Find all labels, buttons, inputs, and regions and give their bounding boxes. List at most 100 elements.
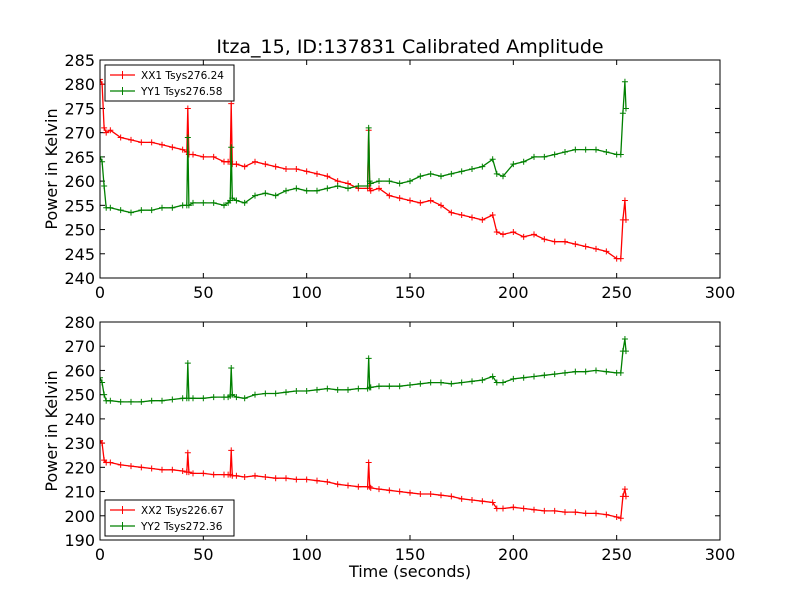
data-point [386,383,393,390]
data-point [228,447,235,454]
data-point [117,398,124,405]
data-point [541,153,548,160]
data-point [438,173,444,180]
y-tick-label: 240 [64,410,95,429]
data-point [367,180,374,187]
data-point [283,475,289,482]
data-point [551,371,558,378]
data-point [314,477,320,484]
data-point [458,495,465,502]
chart-title: Itza_15, ID:137831 Calibrated Amplitude [216,36,603,58]
data-point [603,248,610,255]
data-point [376,178,382,185]
y-tick-label: 250 [64,221,95,240]
data-point [493,505,500,512]
data-point [364,182,371,189]
data-point [520,505,527,512]
data-point [427,197,434,204]
data-point [179,146,186,153]
data-point [179,467,186,474]
data-point [367,384,374,391]
y-tick-label: 190 [64,531,95,550]
data-point [458,168,465,175]
data-point [293,388,300,395]
data-point [386,178,393,185]
data-point [469,497,475,504]
data-point [101,391,108,398]
data-point [210,471,217,478]
data-point [617,515,624,522]
data-point [252,472,258,479]
data-point [541,507,548,514]
data-point [272,163,279,170]
data-point [493,170,500,177]
data-point [138,464,145,471]
data-point [572,368,579,375]
x-tick-label: 50 [193,545,213,564]
data-point [241,163,248,170]
data-point [190,395,196,402]
y-tick-label: 255 [64,196,95,215]
data-point [582,368,589,375]
axes-frame [99,321,721,541]
data-point [479,498,486,505]
data-point [169,466,176,473]
data-point [489,156,496,163]
data-point [562,149,568,156]
data-point [551,151,558,158]
y-tick-label: 280 [64,313,95,332]
data-point [562,509,568,516]
data-point [593,510,599,517]
data-point [621,78,628,85]
legend-marker [118,506,127,514]
data-point [438,379,444,386]
legend-label: XX2 Tsys226.67 [141,505,224,517]
data-point [469,166,475,172]
data-point [438,492,444,499]
data-point [617,369,624,376]
y-tick-label: 260 [64,361,95,380]
data-point [603,368,610,375]
data-point [283,389,289,396]
data-point [303,187,310,194]
data-point [184,105,191,112]
data-point [593,245,599,252]
data-point [228,144,235,151]
data-point [489,499,496,506]
data-point [448,209,455,216]
data-point [107,127,114,134]
legend-box [104,64,235,102]
data-point [593,367,599,374]
data-point [252,192,258,199]
data-point [396,488,403,495]
data-point [100,374,103,381]
axes-frame [99,59,721,279]
data-point [622,105,629,112]
data-point [593,146,599,153]
data-point [169,144,176,151]
data-point [541,372,548,379]
data-point [159,204,165,211]
data-point [613,513,620,520]
data-point [303,388,310,395]
data-point [185,202,192,209]
data-point [458,379,465,386]
data-point [448,170,455,177]
y-tick-label: 275 [64,99,95,118]
data-point [107,204,114,211]
data-point [210,394,217,401]
data-point [396,180,403,187]
data-point [396,383,403,390]
data-point [541,236,548,243]
data-point [200,199,207,206]
x-tick-label: 250 [601,545,632,564]
y-tick-label: 270 [64,124,95,143]
data-point [355,385,362,392]
data-point [500,173,506,180]
data-point [138,139,145,146]
data-point [117,461,124,468]
data-point [622,216,629,223]
data-point [572,241,579,248]
data-point [510,161,517,168]
data-point [345,482,351,489]
